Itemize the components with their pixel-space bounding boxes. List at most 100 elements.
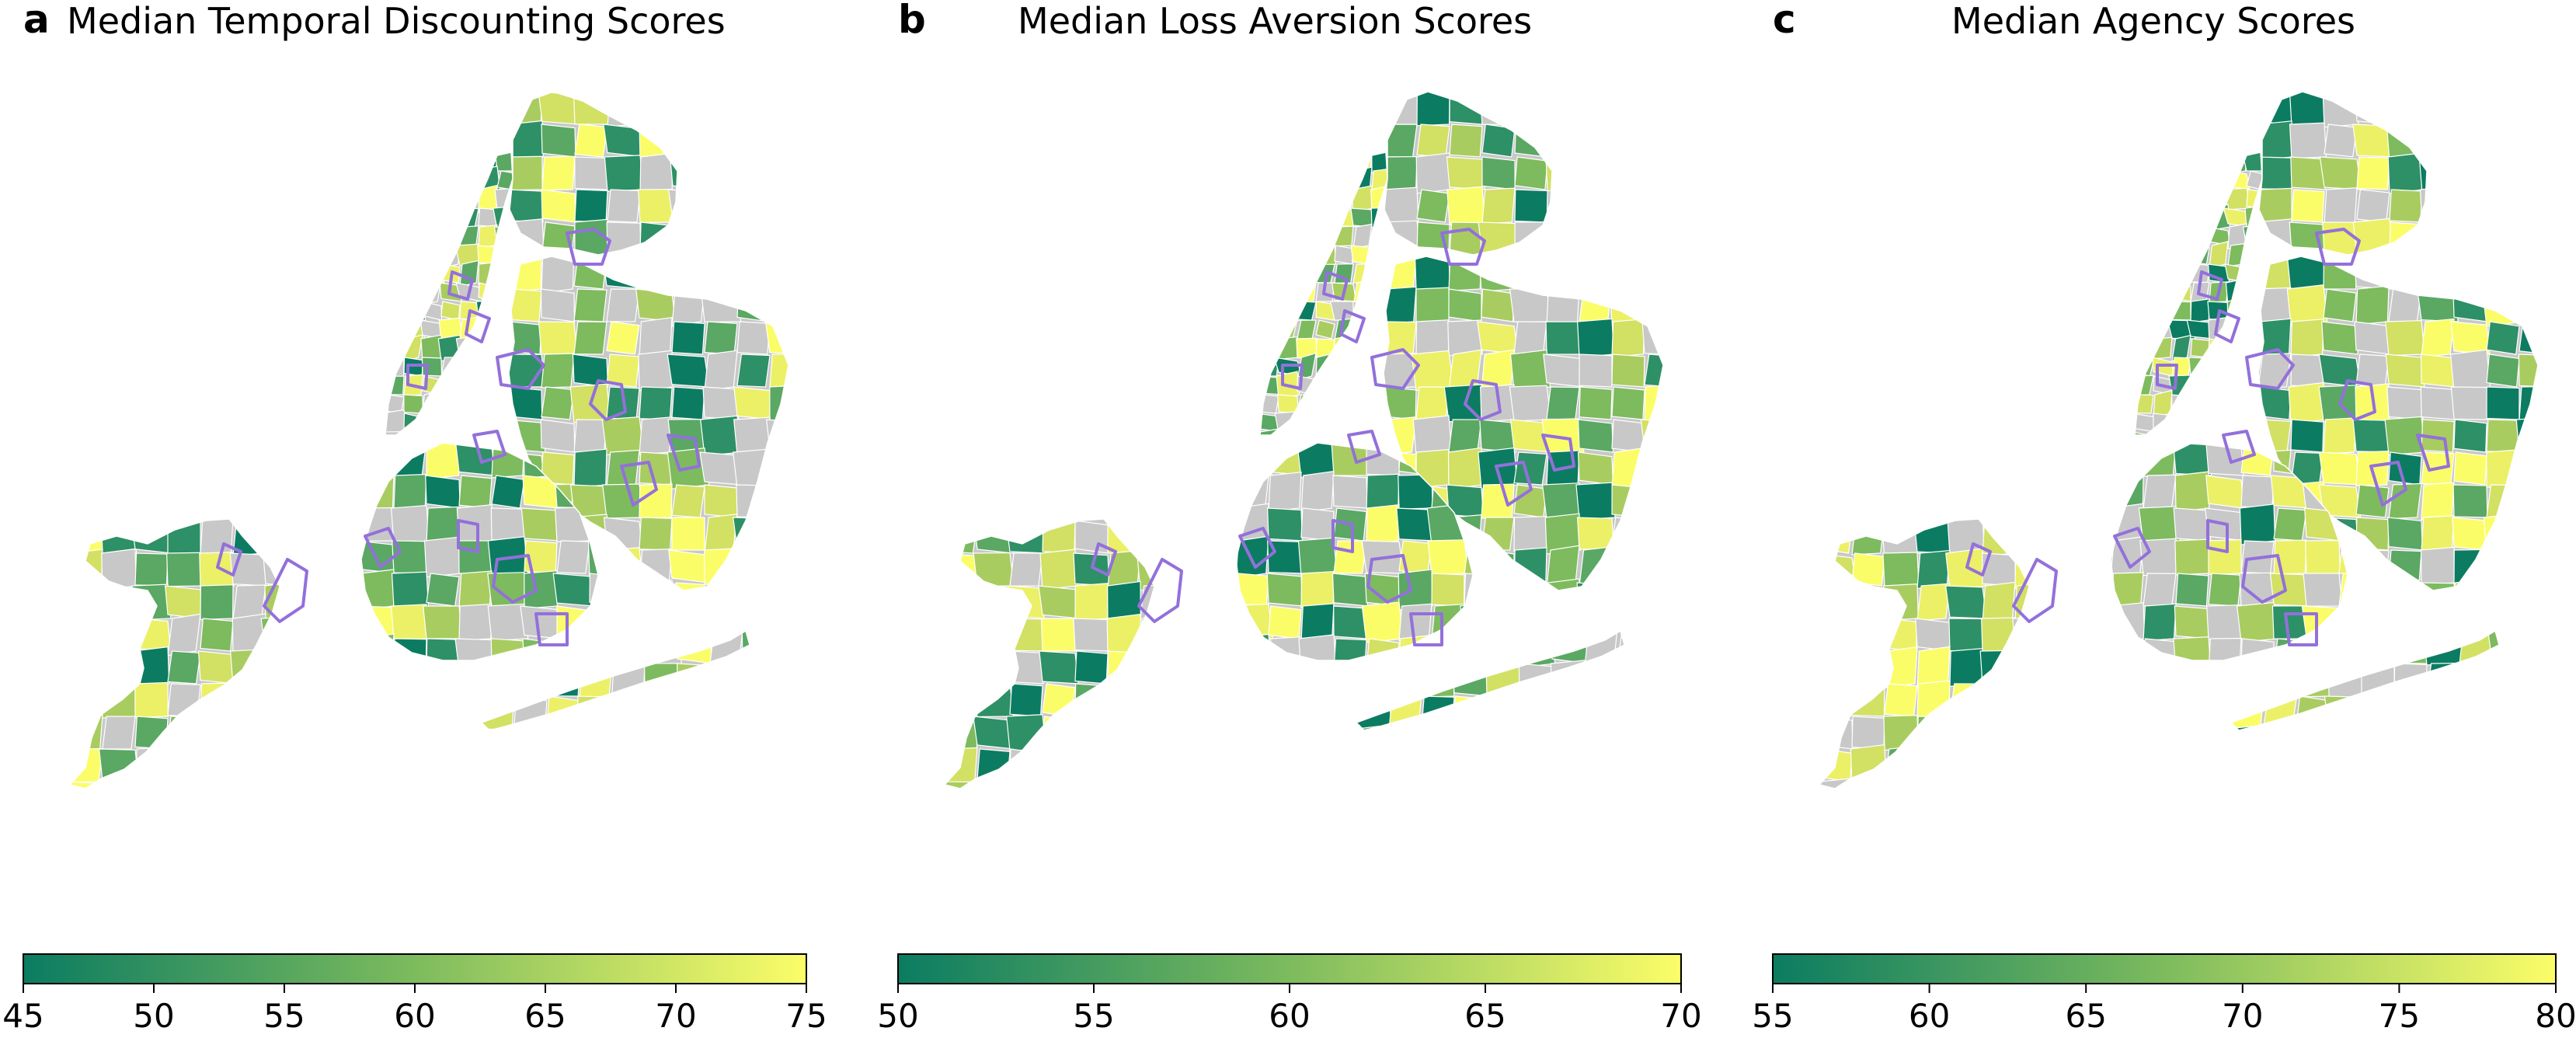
district-tract	[440, 394, 461, 414]
highlighted-district-outline	[534, 612, 569, 646]
district-tract	[1449, 124, 1483, 158]
district-tract	[2135, 261, 2158, 286]
district-tract	[2515, 256, 2538, 290]
district-tract	[546, 695, 580, 730]
district-tract	[2231, 724, 2268, 730]
district-tract	[454, 375, 484, 395]
district-tract	[1613, 695, 1624, 730]
district-tract	[541, 386, 575, 420]
district-tract	[198, 715, 235, 751]
district-tract	[400, 152, 426, 176]
district-tract	[102, 618, 136, 652]
district-tract	[2170, 207, 2192, 228]
district-tract	[2259, 156, 2293, 190]
district-tract	[1236, 633, 1272, 660]
district-tract	[2418, 256, 2458, 290]
district-tract	[589, 605, 598, 639]
district-tract	[2303, 634, 2343, 660]
district-tract	[742, 661, 750, 698]
highlighted-district-outline	[496, 348, 545, 390]
district-tract	[2486, 484, 2520, 518]
district-tract	[2296, 727, 2330, 730]
district-tract	[976, 585, 1011, 619]
district-tract	[265, 646, 280, 689]
district-tract	[1140, 716, 1154, 750]
district-tract	[1260, 319, 1283, 340]
district-tract	[1073, 618, 1110, 652]
district-tract	[769, 354, 788, 388]
district-tract	[546, 728, 580, 730]
district-tract	[1477, 321, 1519, 355]
highlighted-district-outline	[2241, 554, 2287, 604]
district-tract	[228, 744, 271, 786]
district-tract	[2153, 186, 2173, 211]
district-tract	[70, 549, 103, 590]
district-tract	[1040, 781, 1077, 789]
district-tract	[2425, 727, 2461, 730]
district-tract	[1575, 256, 1617, 290]
district-tract	[1296, 207, 1318, 228]
borough-manhattan	[385, 152, 513, 435]
district-tract	[1577, 451, 1614, 486]
district-tract	[438, 221, 463, 251]
district-tract	[540, 288, 576, 322]
borough-bronx	[2259, 92, 2427, 255]
district-tract	[574, 189, 608, 223]
district-tract	[1611, 549, 1645, 583]
district-tract	[1352, 394, 1373, 414]
district-tract	[458, 603, 493, 642]
district-tract	[1273, 278, 1303, 306]
district-tract	[1009, 618, 1043, 652]
district-tract	[1333, 605, 1367, 639]
district-tract	[426, 573, 460, 607]
district-tract	[1640, 419, 1663, 453]
district-tract	[2324, 124, 2358, 158]
district-tract	[579, 661, 613, 698]
district-tract	[2143, 474, 2177, 510]
district-tract	[1274, 411, 1302, 434]
district-tract	[1479, 92, 1518, 125]
district-tract	[606, 288, 640, 322]
district-tract	[1944, 585, 1988, 619]
district-tract	[1509, 385, 1552, 422]
district-tract	[541, 124, 576, 158]
district-tract	[2304, 539, 2341, 575]
district-tract	[2224, 170, 2251, 190]
district-tract	[1275, 245, 1301, 265]
district-tract	[1607, 582, 1649, 590]
district-tract	[2489, 662, 2499, 698]
district-tract	[1297, 170, 1317, 190]
district-tract	[385, 188, 409, 210]
district-tract	[262, 520, 280, 554]
district-tract	[709, 691, 743, 730]
district-tract	[510, 120, 544, 162]
queens-outline	[2257, 256, 2539, 591]
district-tract	[1298, 634, 1337, 660]
district-tract	[1266, 573, 1304, 607]
district-tract	[1329, 152, 1359, 173]
district-tract	[736, 484, 771, 518]
district-tract	[2518, 549, 2538, 583]
colorbar	[23, 953, 807, 984]
district-tract	[769, 256, 788, 290]
district-tract	[1311, 394, 1340, 414]
district-tract	[1977, 748, 2021, 782]
district-tract	[1477, 581, 1519, 590]
highlighted-district-outline	[2206, 519, 2229, 553]
district-tract	[440, 357, 461, 377]
highlighted-district-outline	[406, 364, 429, 390]
district-tract	[423, 536, 462, 578]
district-tract	[2227, 357, 2247, 377]
district-tract	[769, 582, 788, 590]
district-tract	[510, 189, 544, 223]
district-tract	[1297, 537, 1338, 577]
district-tract	[1315, 301, 1335, 321]
district-tract	[2420, 354, 2456, 388]
district-tract	[1137, 650, 1154, 684]
district-tract	[385, 262, 405, 285]
district-tract	[2135, 240, 2154, 270]
district-tract	[2111, 535, 2144, 579]
district-tract	[1514, 124, 1548, 158]
district-tract	[604, 155, 644, 192]
district-tract	[1293, 152, 1321, 176]
